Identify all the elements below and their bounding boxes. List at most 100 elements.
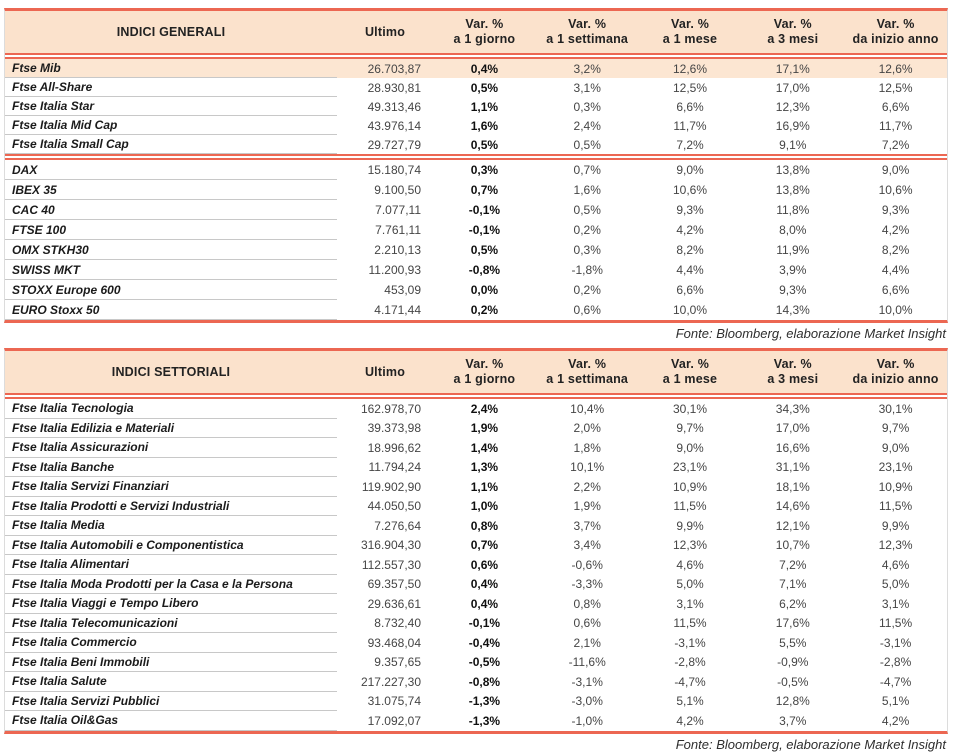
var-1week-cell: 10,4% [570, 401, 605, 416]
var-3months-cell: 12,3% [775, 99, 810, 114]
table-row: Ftse Italia Assicurazioni 18.996,62 1,4% 1,… [5, 438, 947, 458]
var-1week-cell: 3,4% [573, 538, 601, 553]
index-name-cell: Ftse Italia Commercio [5, 633, 337, 653]
var-1month-cell: 10,6% [672, 183, 707, 197]
var-1day-cell: -0,8% [468, 674, 501, 689]
var-1week-cell: 1,9% [573, 499, 601, 514]
var-1month-cell: 3,1% [676, 596, 704, 611]
var-3months-cell: 6,2% [779, 596, 807, 611]
index-name-cell: STOXX Europe 600 [5, 280, 337, 300]
column-header-line1: Var. % [568, 17, 607, 31]
var-3months-cell: 10,7% [775, 538, 810, 553]
var-3months-cell: 17,6% [775, 616, 810, 631]
index-name-cell: SWISS MKT [5, 260, 337, 280]
ultimo-value-cell: 4.171,44 [374, 303, 421, 317]
var-1day-cell: 0,0% [470, 283, 499, 297]
var-ytd-cell: 5,0% [881, 577, 910, 592]
var-1month-cell: 4,4% [676, 263, 704, 277]
var-1week-cell: 3,7% [573, 518, 601, 533]
ultimo-value-cell: 11.794,24 [368, 460, 422, 475]
var-ytd-cell: 9,0% [881, 163, 910, 177]
var-ytd-cell: 30,1% [878, 401, 913, 416]
var-3months-cell: 13,8% [775, 183, 810, 197]
index-name-cell: Ftse Italia Viaggi e Tempo Libero [5, 594, 337, 614]
var-1day-cell: -1,3% [468, 713, 501, 728]
var-1week-cell: 2,0% [573, 421, 601, 436]
index-name-cell: CAC 40 [5, 200, 337, 220]
var-ytd-cell: 6,6% [881, 283, 910, 297]
ultimo-value-cell: 453,09 [384, 283, 421, 297]
var-1week-cell: 3,1% [573, 80, 601, 95]
column-header-line2: a 1 giorno [453, 32, 516, 46]
var-3months-cell: 3,9% [779, 263, 807, 277]
column-header-line1: Var. % [876, 17, 915, 31]
table-row: Ftse Italia Servizi Pubblici 31.075,74 -1,… [5, 692, 947, 711]
var-1week-cell: -3,3% [571, 577, 603, 592]
var-ytd-cell: 11,5% [879, 616, 913, 631]
table-row: STOXX Europe 600 453,09 0,0% 0,2% 6,6% 9,3% 6,… [5, 280, 947, 300]
column-header-line1: Var. % [465, 357, 504, 371]
var-1week-cell: -11,6% [568, 655, 606, 670]
ultimo-value-cell: 49.313,46 [367, 99, 421, 114]
column-header-line1: Var. % [876, 357, 915, 371]
column-header-ultimo: Ultimo [364, 365, 406, 379]
var-1week-cell: 1,8% [573, 440, 601, 455]
ultimo-value-cell: 112.557,30 [361, 557, 421, 572]
var-3months-cell: 18,1% [775, 479, 810, 494]
var-ytd-cell: -3,1% [879, 635, 912, 650]
var-3months-cell: 11,9% [776, 243, 810, 257]
index-name-cell: Ftse Italia Salute [5, 672, 337, 692]
var-1month-cell: 4,6% [676, 557, 704, 572]
index-name-cell: Ftse Italia Edilizia e Materiali [5, 419, 337, 438]
var-1week-cell: 0,3% [573, 243, 601, 257]
var-ytd-cell: 10,9% [878, 479, 913, 494]
table-row: DAX 15.180,74 0,3% 0,7% 9,0% 13,8% 9,0% [5, 160, 947, 180]
var-1day-cell: 0,5% [470, 137, 499, 152]
var-1month-cell: 10,9% [672, 479, 707, 494]
index-name-cell: Ftse Italia Moda Prodotti per la Casa e … [5, 575, 337, 594]
var-3months-cell: 13,8% [775, 163, 810, 177]
ultimo-value-cell: 316.904,30 [360, 538, 421, 553]
var-3months-cell: 5,5% [779, 635, 807, 650]
table-row: Ftse Italia Media 7.276,64 0,8% 3,7% 9,9% 12,… [5, 516, 947, 536]
var-1month-cell: 12,6% [672, 61, 707, 76]
ultimo-value-cell: 31.075,74 [367, 694, 421, 709]
table-row: Ftse Italia Prodotti e Servizi Industria… [5, 497, 947, 516]
var-1week-cell: 0,6% [573, 616, 601, 631]
var-1day-cell: 1,1% [470, 99, 499, 114]
column-header-var-1month: Var. % a 1 mese [639, 11, 742, 53]
index-name-cell: Ftse Italia Tecnologia [5, 399, 337, 419]
table-row: IBEX 35 9.100,50 0,7% 1,6% 10,6% 13,8% 10,6% [5, 180, 947, 200]
var-ytd-cell: 10,0% [878, 303, 913, 317]
index-name-cell: FTSE 100 [5, 220, 337, 240]
table-row: Ftse Italia Beni Immobili 9.357,65 -0,5% -1… [5, 653, 947, 672]
var-3months-cell: 7,2% [779, 557, 807, 572]
var-ytd-cell: 4,2% [881, 223, 910, 237]
ultimo-value-cell: 162.978,70 [360, 401, 421, 416]
ultimo-value-cell: 43.976,14 [367, 118, 421, 133]
index-name-cell: Ftse Italia Automobili e Componentistica [5, 536, 337, 555]
var-1month-cell: 23,1% [672, 460, 707, 475]
ultimo-value-cell: 39.373,98 [367, 421, 421, 436]
table-row: FTSE 100 7.761,11 -0,1% 0,2% 4,2% 8,0% 4,2% [5, 220, 947, 240]
column-header-var-3months: Var. % a 3 mesi [741, 11, 844, 53]
general-indices-table: INDICI GENERALI Ultimo Var. % a 1 giorno… [4, 8, 948, 323]
index-name-cell: Ftse Italia Servizi Pubblici [5, 692, 337, 711]
var-1week-cell: 0,7% [573, 163, 601, 177]
ultimo-value-cell: 29.636,61 [367, 596, 421, 611]
var-1month-cell: 9,0% [676, 440, 704, 455]
column-header-line2: a 3 mesi [767, 372, 819, 386]
ultimo-value-cell: 9.100,50 [374, 183, 421, 197]
index-name-cell: Ftse Italia Beni Immobili [5, 653, 337, 672]
var-3months-cell: 16,6% [775, 440, 810, 455]
var-ytd-cell: 12,5% [878, 80, 913, 95]
var-1week-cell: 3,2% [573, 61, 601, 76]
var-1week-cell: -1,0% [571, 713, 603, 728]
var-ytd-cell: 5,1% [881, 694, 910, 709]
var-ytd-cell: 4,4% [881, 263, 910, 277]
var-3months-cell: 3,7% [779, 713, 807, 728]
var-1month-cell: 10,0% [672, 303, 707, 317]
var-1week-cell: -3,0% [571, 694, 603, 709]
table-row: Ftse Italia Salute 217.227,30 -0,8% -3,1% -4… [5, 672, 947, 692]
table-row: Ftse Italia Commercio 93.468,04 -0,4% 2,1% -… [5, 633, 947, 653]
